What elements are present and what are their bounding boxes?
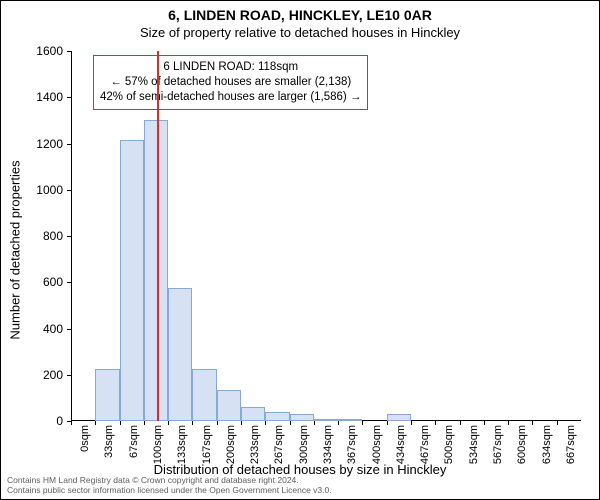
- ytick-label: 1000: [36, 183, 63, 197]
- xtick-label: 67sqm: [128, 425, 140, 458]
- histogram-bar: [217, 390, 241, 421]
- plot-area: 6 LINDEN ROAD: 118sqm ← 57% of detached …: [71, 51, 581, 421]
- ytick-label: 1400: [36, 90, 63, 104]
- footnote: Contains HM Land Registry data © Crown c…: [7, 476, 332, 496]
- ytick-mark: [67, 190, 71, 191]
- xtick-mark: [411, 421, 412, 425]
- xtick-label: 567sqm: [492, 425, 504, 464]
- ytick-label: 600: [43, 275, 63, 289]
- ytick-label: 1600: [36, 44, 63, 58]
- xtick-mark: [460, 421, 461, 425]
- chart-container: 6, LINDEN ROAD, HINCKLEY, LE10 0AR Size …: [0, 0, 600, 500]
- xtick-label: 334sqm: [322, 425, 334, 464]
- histogram-bar: [241, 407, 265, 421]
- xtick-mark: [241, 421, 242, 425]
- histogram-bar: [168, 288, 192, 421]
- histogram-bar: [192, 369, 216, 421]
- annotation-line2: ← 57% of detached houses are smaller (2,…: [100, 75, 361, 90]
- chart-title-address: 6, LINDEN ROAD, HINCKLEY, LE10 0AR: [1, 7, 599, 23]
- xtick-label: 233sqm: [249, 425, 261, 464]
- histogram-bar: [290, 414, 314, 421]
- xtick-label: 133sqm: [176, 425, 188, 464]
- histogram-bar: [120, 140, 144, 421]
- xtick-mark: [71, 421, 72, 425]
- ytick-mark: [67, 236, 71, 237]
- xtick-label: 500sqm: [443, 425, 455, 464]
- ytick-label: 1200: [36, 137, 63, 151]
- xtick-mark: [120, 421, 121, 425]
- histogram-bar: [338, 419, 362, 421]
- xtick-mark: [290, 421, 291, 425]
- xtick-mark: [484, 421, 485, 425]
- xtick-label: 267sqm: [273, 425, 285, 464]
- xtick-label: 434sqm: [395, 425, 407, 464]
- xtick-mark: [435, 421, 436, 425]
- ytick-mark: [67, 144, 71, 145]
- xtick-label: 667sqm: [565, 425, 577, 464]
- ytick-mark: [67, 375, 71, 376]
- histogram-bar: [387, 414, 411, 421]
- xtick-label: 300sqm: [298, 425, 310, 464]
- xtick-mark: [217, 421, 218, 425]
- xtick-label: 367sqm: [346, 425, 358, 464]
- xtick-mark: [144, 421, 145, 425]
- histogram-bar: [314, 419, 338, 421]
- ytick-label: 0: [56, 414, 63, 428]
- ytick-label: 800: [43, 229, 63, 243]
- ytick-mark: [67, 51, 71, 52]
- xtick-label: 0sqm: [79, 425, 91, 452]
- ytick-mark: [67, 97, 71, 98]
- xtick-label: 600sqm: [516, 425, 528, 464]
- histogram-bar: [95, 369, 119, 421]
- annotation-line3: 42% of semi-detached houses are larger (…: [100, 90, 361, 105]
- xtick-mark: [387, 421, 388, 425]
- annotation-box: 6 LINDEN ROAD: 118sqm ← 57% of detached …: [93, 55, 368, 110]
- ytick-mark: [67, 329, 71, 330]
- y-axis-label: Number of detached properties: [8, 160, 23, 339]
- xtick-mark: [168, 421, 169, 425]
- xtick-label: 400sqm: [371, 425, 383, 464]
- xtick-label: 467sqm: [419, 425, 431, 464]
- histogram-bar: [144, 120, 168, 421]
- xtick-mark: [265, 421, 266, 425]
- xtick-mark: [338, 421, 339, 425]
- xtick-label: 200sqm: [225, 425, 237, 464]
- xtick-mark: [95, 421, 96, 425]
- xtick-mark: [532, 421, 533, 425]
- xtick-mark: [192, 421, 193, 425]
- xtick-label: 634sqm: [541, 425, 553, 464]
- histogram-bar: [265, 412, 289, 421]
- annotation-line1: 6 LINDEN ROAD: 118sqm: [100, 60, 361, 75]
- xtick-mark: [508, 421, 509, 425]
- xtick-label: 100sqm: [152, 425, 164, 464]
- xtick-label: 534sqm: [468, 425, 480, 464]
- ytick-mark: [67, 282, 71, 283]
- xtick-mark: [314, 421, 315, 425]
- xtick-label: 167sqm: [201, 425, 213, 464]
- xtick-mark: [362, 421, 363, 425]
- ytick-label: 400: [43, 322, 63, 336]
- xtick-mark: [557, 421, 558, 425]
- ytick-label: 200: [43, 368, 63, 382]
- xtick-label: 33sqm: [103, 425, 115, 458]
- chart-title-subtitle: Size of property relative to detached ho…: [1, 25, 599, 40]
- marker-line: [157, 51, 159, 421]
